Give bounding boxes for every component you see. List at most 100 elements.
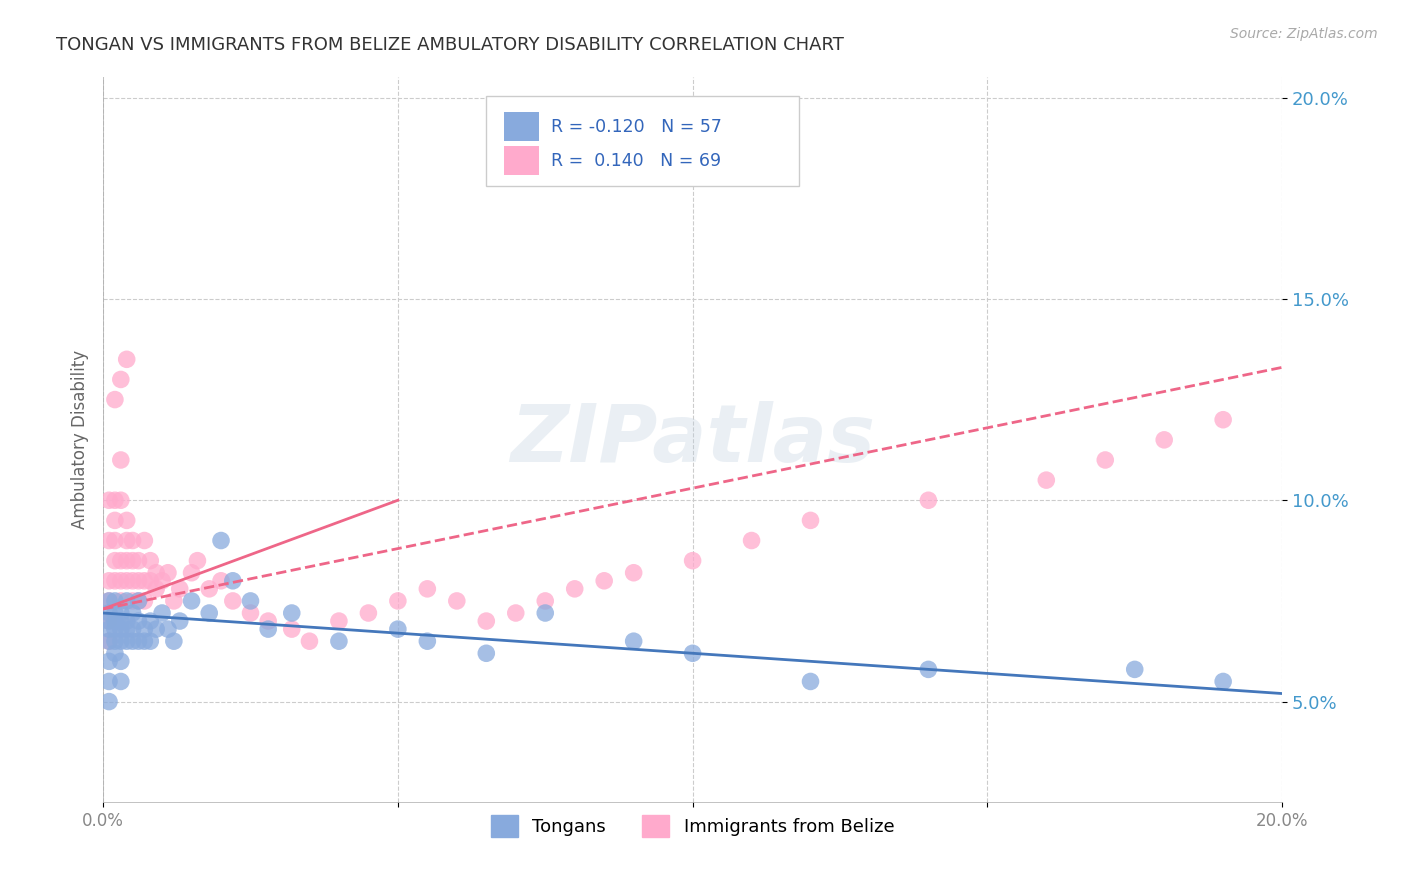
Point (564, 582, 586, 596)
Point (156, 622, 179, 636)
Point (110, 622, 132, 636)
Point (115, 352, 138, 367)
Point (110, 614, 132, 628)
Point (139, 634, 162, 648)
Point (98, 634, 121, 648)
Point (169, 582, 191, 596)
Point (209, 533, 232, 548)
Point (121, 574, 143, 588)
Point (134, 634, 156, 648)
Point (128, 594, 150, 608)
Point (534, 606, 557, 620)
Point (128, 594, 150, 608)
Point (150, 574, 173, 588)
Point (98, 533, 121, 548)
Point (121, 634, 143, 648)
Point (328, 614, 350, 628)
Point (1212, 413, 1234, 427)
Legend: Tongans, Immigrants from Belize: Tongans, Immigrants from Belize (484, 807, 901, 844)
Point (475, 614, 498, 628)
Point (110, 634, 132, 648)
Point (222, 594, 245, 608)
Point (198, 606, 221, 620)
Point (104, 392, 127, 407)
Point (139, 554, 162, 568)
Point (104, 533, 127, 548)
Point (121, 594, 143, 608)
Bar (503, 146, 540, 176)
Point (104, 594, 127, 608)
Point (98, 594, 121, 608)
Point (387, 594, 409, 608)
Point (98, 674, 121, 689)
Point (115, 513, 138, 527)
Point (682, 554, 704, 568)
Point (110, 493, 132, 508)
Point (198, 582, 221, 596)
Point (145, 622, 167, 636)
Point (150, 606, 173, 620)
Point (1035, 473, 1057, 487)
Text: R =  0.140   N = 69: R = 0.140 N = 69 (551, 152, 721, 169)
Point (98, 493, 121, 508)
Point (741, 533, 763, 548)
Point (128, 574, 150, 588)
Point (209, 574, 232, 588)
Point (134, 622, 156, 636)
Point (799, 513, 821, 527)
Point (110, 372, 132, 386)
Point (257, 622, 280, 636)
Point (416, 634, 439, 648)
Point (222, 574, 245, 588)
Point (110, 594, 132, 608)
Point (98, 606, 121, 620)
Point (1153, 433, 1175, 447)
Point (239, 594, 262, 608)
Point (186, 554, 208, 568)
Text: R = -0.120   N = 57: R = -0.120 N = 57 (551, 118, 723, 136)
Point (134, 594, 156, 608)
Point (1123, 662, 1146, 676)
Point (104, 634, 127, 648)
Bar (503, 112, 540, 141)
Point (110, 554, 132, 568)
Point (121, 622, 143, 636)
Point (623, 634, 645, 648)
Point (104, 554, 127, 568)
Point (110, 453, 132, 467)
Point (281, 622, 304, 636)
Point (128, 554, 150, 568)
Point (416, 582, 439, 596)
Point (98, 622, 121, 636)
Text: TONGAN VS IMMIGRANTS FROM BELIZE AMBULATORY DISABILITY CORRELATION CHART: TONGAN VS IMMIGRANTS FROM BELIZE AMBULAT… (56, 36, 844, 54)
Point (156, 566, 179, 580)
Point (917, 493, 939, 508)
Point (163, 594, 186, 608)
Point (328, 634, 350, 648)
Text: Source: ZipAtlas.com: Source: ZipAtlas.com (1230, 27, 1378, 41)
Point (115, 533, 138, 548)
Point (145, 582, 167, 596)
Y-axis label: Ambulatory Disability: Ambulatory Disability (72, 351, 89, 530)
Point (446, 594, 468, 608)
Point (534, 594, 557, 608)
Point (104, 513, 127, 527)
Point (115, 614, 138, 628)
Point (917, 662, 939, 676)
Point (98, 695, 121, 709)
Point (134, 574, 156, 588)
Point (1212, 674, 1234, 689)
Point (134, 533, 156, 548)
Point (121, 606, 143, 620)
Point (139, 614, 162, 628)
FancyBboxPatch shape (486, 95, 799, 186)
Point (623, 566, 645, 580)
Point (115, 554, 138, 568)
Point (1094, 453, 1116, 467)
Point (128, 634, 150, 648)
Point (163, 634, 186, 648)
Point (257, 614, 280, 628)
Point (104, 646, 127, 660)
Point (128, 614, 150, 628)
Point (104, 622, 127, 636)
